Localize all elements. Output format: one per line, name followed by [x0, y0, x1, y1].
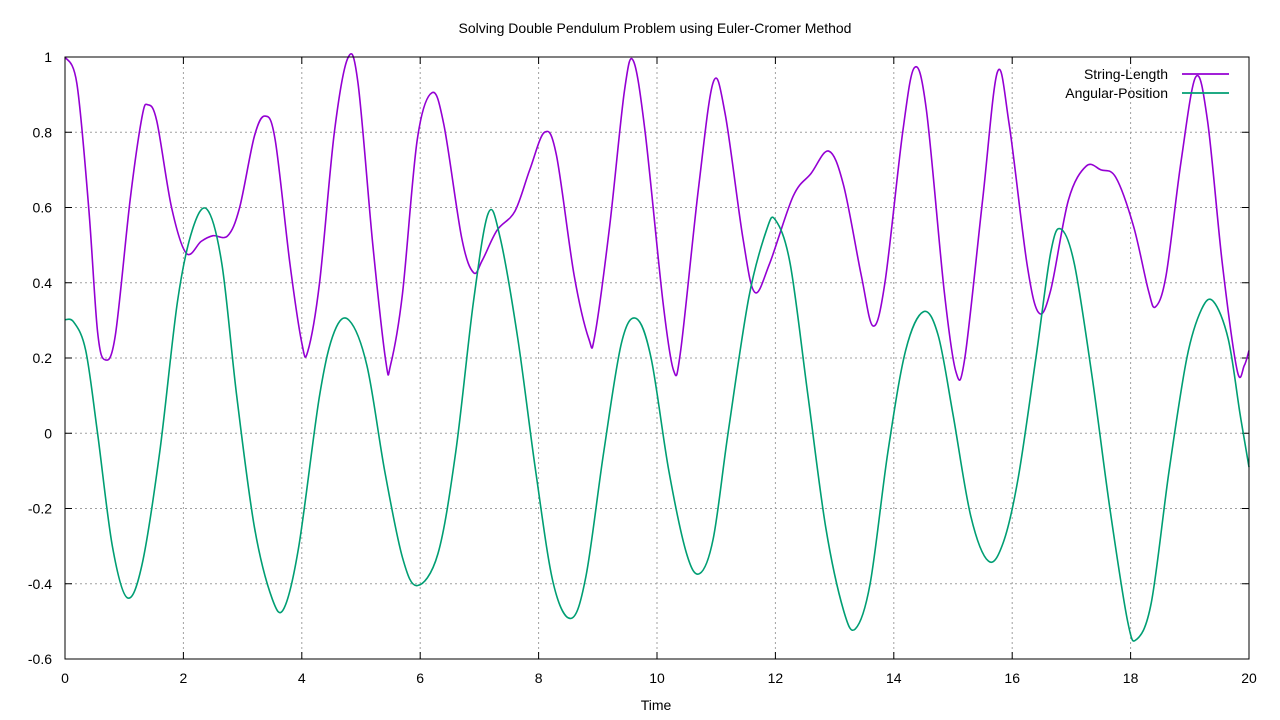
- x-tick-label: 14: [886, 670, 902, 686]
- x-tick-label: 2: [180, 670, 188, 686]
- y-tick-label: 0.4: [33, 275, 53, 291]
- series-line-angular-position: [64, 207, 1250, 642]
- x-tick-label: 12: [768, 670, 784, 686]
- x-axis-label: Time: [641, 697, 672, 713]
- series-lines: [64, 53, 1250, 642]
- legend-label-angular-position: Angular-Position: [1065, 85, 1168, 101]
- x-tick-label: 8: [535, 670, 543, 686]
- y-axis-tick-labels: -0.6 -0.4 -0.2 0 0.2 0.4 0.6 0.8 1: [28, 49, 52, 667]
- chart-title: Solving Double Pendulum Problem using Eu…: [459, 20, 852, 36]
- y-tick-label: -0.6: [28, 651, 52, 667]
- x-tick-label: 16: [1004, 670, 1020, 686]
- y-tick-label: 0.2: [33, 350, 53, 366]
- y-tick-label: -0.2: [28, 501, 52, 517]
- legend: String-Length Angular-Position: [1065, 66, 1229, 101]
- x-tick-label: 6: [416, 670, 424, 686]
- x-axis-tick-labels: 0 2 4 6 8 10 12 14 16 18 20: [61, 670, 1257, 686]
- y-tick-label: 0.8: [33, 124, 53, 140]
- y-tick-label: 0.6: [33, 200, 53, 216]
- plot-border: [64, 56, 1250, 660]
- y-tick-label: 1: [44, 49, 52, 65]
- x-tick-label: 0: [61, 670, 69, 686]
- legend-label-string-length: String-Length: [1084, 66, 1168, 82]
- x-tick-label: 10: [649, 670, 665, 686]
- x-tick-label: 18: [1123, 670, 1139, 686]
- y-tick-label: 0: [44, 425, 52, 441]
- x-tick-label: 4: [298, 670, 306, 686]
- y-tick-label: -0.4: [28, 576, 52, 592]
- x-tick-label: 20: [1241, 670, 1257, 686]
- series-line-string-length: [64, 53, 1250, 381]
- grid-lines: [65, 57, 1249, 659]
